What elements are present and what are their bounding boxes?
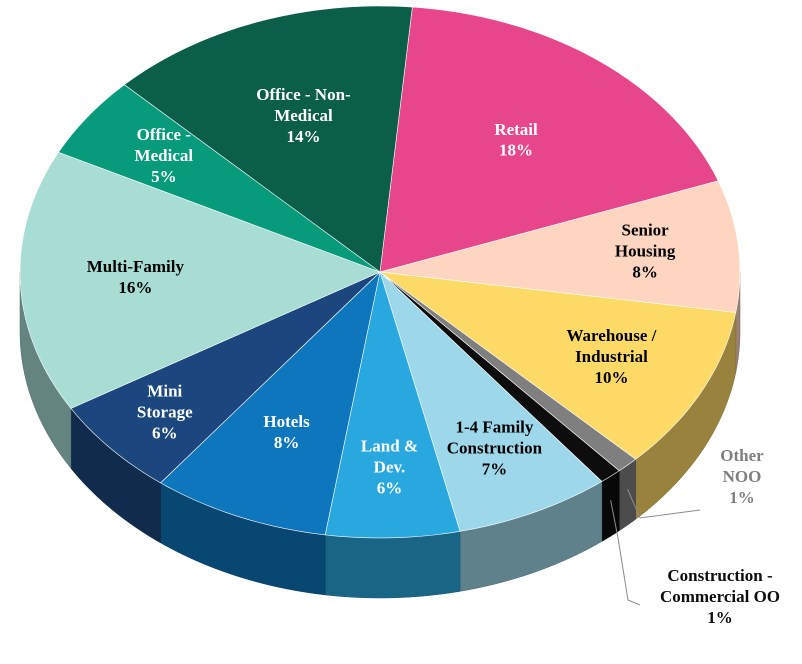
value-label: 6%: [377, 479, 403, 498]
slice-label: Office - Medical: [135, 125, 194, 165]
pie-top: [19, 5, 741, 539]
pie-slice: [379, 6, 719, 273]
slice-label: 1-4 Family Construction: [447, 418, 543, 458]
label-line: Warehouse /: [567, 326, 657, 345]
label-line: Construction: [447, 439, 543, 458]
slice-label: Senior Housing: [615, 221, 676, 261]
label-line: Multi-Family: [87, 257, 185, 276]
pie-side: [618, 458, 636, 532]
slice-label: Office - Non- Medical: [256, 85, 351, 125]
label-line: 1-4 Family: [455, 418, 533, 437]
label-line: Office - Non-: [256, 85, 351, 104]
slice-label: Hotels: [263, 412, 310, 431]
label-line: NOO: [723, 467, 762, 486]
value-label: 8%: [632, 263, 658, 282]
label-line: Retail: [494, 120, 538, 139]
label-line: Commercial OO: [660, 587, 780, 606]
value-label: 8%: [274, 433, 300, 452]
value-label: 14%: [287, 127, 321, 146]
pie-side: [324, 531, 461, 599]
value-label: 18%: [499, 141, 533, 160]
pie-slice: [378, 271, 737, 460]
pie-sides: [19, 271, 741, 599]
value-label: 6%: [152, 423, 178, 442]
label-line: Other: [720, 446, 764, 465]
label-line: Storage: [137, 402, 193, 421]
pie-slice: [324, 271, 461, 539]
pie-slice: [19, 151, 381, 409]
label-line: Mini: [147, 381, 182, 400]
value-label: 5%: [151, 167, 177, 186]
value-label: 1%: [707, 608, 733, 627]
label-line: Dev.: [374, 458, 406, 477]
slice-label: Warehouse / Industrial: [567, 326, 657, 366]
pie-slice: [379, 270, 603, 532]
slice-label: Multi-Family: [87, 257, 185, 276]
slice-label: Land & Dev.: [361, 437, 418, 477]
pie-slice: [379, 180, 741, 313]
leader-line: [627, 488, 701, 519]
slice-label: Other NOO: [720, 446, 764, 486]
label-line: Industrial: [575, 347, 648, 366]
label-line: Medical: [274, 106, 333, 125]
label-line: Senior: [621, 221, 669, 240]
label-line: Housing: [615, 242, 676, 261]
label-line: Construction -: [667, 566, 773, 585]
pie-slice: [70, 271, 381, 484]
label-line: Hotels: [263, 412, 310, 431]
pie-slice: [160, 271, 381, 536]
label-line: Land &: [361, 437, 418, 456]
label-line: Medical: [135, 146, 194, 165]
value-label: 10%: [594, 368, 628, 387]
value-label: 16%: [118, 278, 152, 297]
label-line: Office -: [137, 125, 192, 144]
value-label: 1%: [729, 488, 755, 507]
slice-label: Construction - Commercial OO: [660, 566, 780, 606]
slice-label: Mini Storage: [137, 381, 193, 421]
pie-slice: [123, 5, 413, 273]
slice-label: Retail: [494, 120, 538, 139]
value-label: 7%: [482, 460, 508, 479]
pie-slice: [58, 84, 381, 273]
leader-line: [610, 500, 641, 606]
